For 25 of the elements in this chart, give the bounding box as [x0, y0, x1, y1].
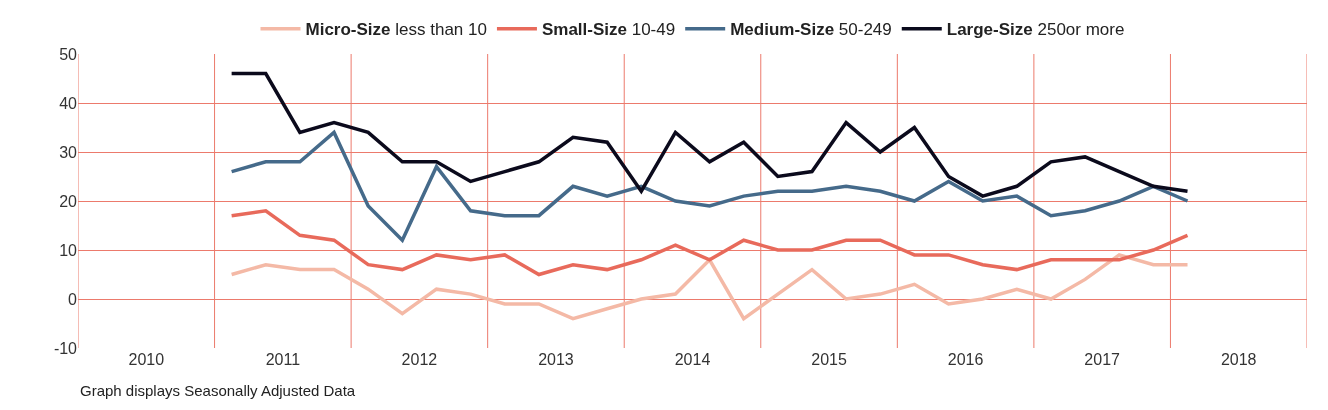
- legend-label: Small-Size 10-49: [541, 20, 676, 40]
- x-tick-label: 2010: [128, 351, 165, 368]
- line-series: [229, 209, 1190, 277]
- x-tick-label: 2015: [811, 351, 847, 368]
- y-tick-label: 40: [59, 94, 78, 112]
- y-tick-label: 50: [59, 45, 78, 63]
- y-tick-label: 30: [59, 143, 78, 161]
- text: Graph displays Seasonally Adjusted Data: [80, 382, 356, 399]
- legend-label: Micro-Size less than 10: [305, 20, 487, 40]
- x-tick-label: 2011: [265, 351, 301, 368]
- line-series: [229, 253, 1190, 321]
- y-tick-label: 0: [68, 290, 78, 308]
- line-series: [229, 71, 1190, 198]
- x-tick-label: 2018: [1220, 351, 1257, 368]
- y-tick-label: 20: [59, 192, 78, 210]
- x-tick-label: 2014: [674, 351, 711, 368]
- legend-label: Large-Size 250or more: [946, 20, 1125, 40]
- y-tick-label: 10: [59, 241, 78, 259]
- x-tick-label: 2016: [947, 351, 984, 368]
- line-series: [229, 130, 1190, 242]
- legend-label: Medium-Size 50-249: [730, 20, 892, 40]
- x-tick-label: 2012: [401, 351, 438, 368]
- x-tick-label: 2017: [1084, 351, 1121, 368]
- y-tick-label: -10: [53, 339, 78, 357]
- x-tick-label: 2013: [538, 351, 574, 368]
